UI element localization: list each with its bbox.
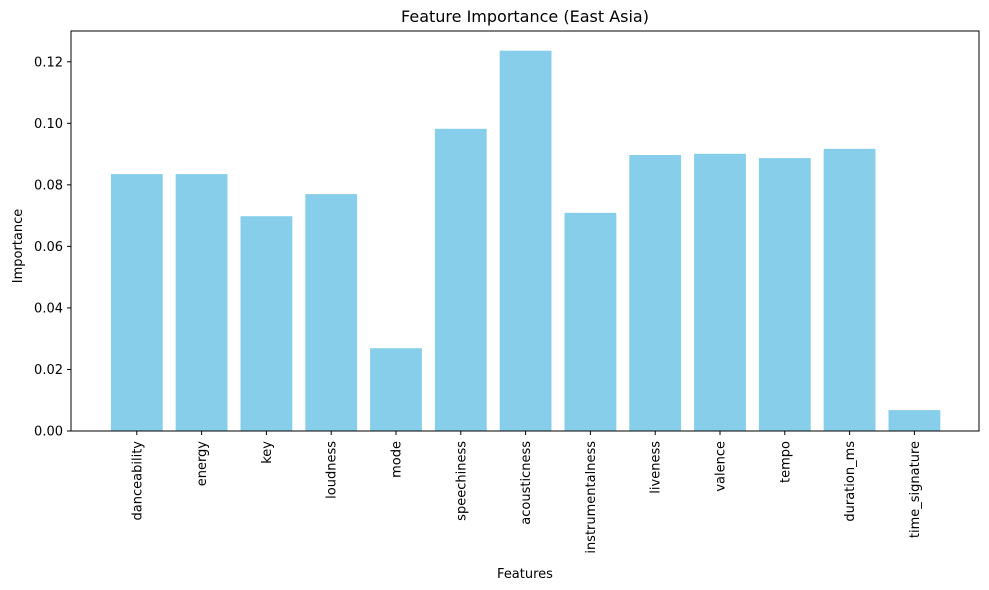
bar-energy bbox=[175, 174, 228, 431]
x-tick-label: danceability bbox=[130, 441, 145, 521]
bar-duration_ms bbox=[823, 148, 876, 432]
bar-time_signature bbox=[888, 410, 941, 431]
bar-tempo bbox=[758, 158, 811, 431]
y-tick-label: 0.06 bbox=[34, 240, 63, 255]
x-tick-label: speechiness bbox=[454, 441, 469, 521]
x-tick-label: time_signature bbox=[908, 441, 923, 538]
x-axis-label: Features bbox=[497, 567, 553, 582]
x-tick-label: valence bbox=[714, 441, 729, 492]
x-tick-label: key bbox=[260, 441, 275, 464]
y-tick-label: 0.02 bbox=[34, 363, 63, 378]
x-tick-label: instrumentalness bbox=[584, 441, 599, 554]
y-axis-label: Importance bbox=[11, 209, 26, 284]
x-tick-label: loudness bbox=[325, 441, 340, 499]
bar-mode bbox=[370, 348, 422, 431]
bars-group bbox=[110, 50, 941, 432]
bar-liveness bbox=[629, 155, 682, 431]
y-tick-label: 0.08 bbox=[34, 178, 63, 193]
x-tick-label: energy bbox=[195, 441, 210, 487]
y-tick-label: 0.00 bbox=[34, 425, 63, 440]
y-axis: 0.00 0.02 0.04 0.06 0.08 0.10 0.12 bbox=[34, 55, 71, 440]
plot-frame bbox=[70, 30, 980, 432]
bar-speechiness bbox=[434, 128, 487, 432]
y-tick-label: 0.12 bbox=[34, 55, 63, 70]
chart-title: Feature Importance (East Asia) bbox=[401, 7, 649, 26]
x-tick-label: tempo bbox=[778, 441, 793, 483]
x-axis: danceability energy key loudness mode speechi… bbox=[130, 431, 923, 554]
x-tick-label: mode bbox=[390, 441, 405, 478]
bar-key bbox=[240, 216, 293, 431]
bar-acousticness bbox=[499, 50, 552, 431]
x-tick-label: duration_ms bbox=[843, 441, 858, 522]
x-tick-label: acousticness bbox=[519, 441, 534, 525]
bar-danceability bbox=[110, 174, 163, 431]
bar-instrumentalness bbox=[564, 212, 617, 431]
bar-valence bbox=[694, 153, 746, 432]
x-tick-label: liveness bbox=[649, 441, 664, 494]
y-tick-label: 0.10 bbox=[34, 117, 63, 132]
y-tick-label: 0.04 bbox=[34, 301, 63, 316]
bar-loudness bbox=[305, 194, 358, 431]
